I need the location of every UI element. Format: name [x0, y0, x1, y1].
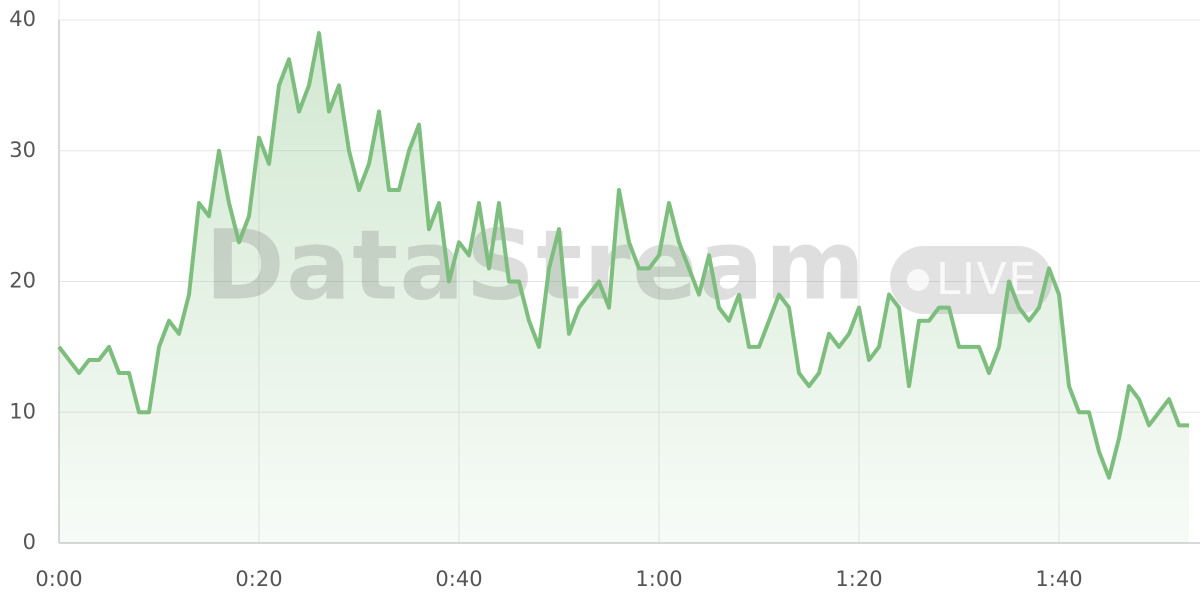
x-tick-label: 0:00	[35, 567, 82, 591]
y-tick-label: 40	[9, 7, 36, 31]
badge-dot	[907, 269, 929, 291]
x-tick-label: 0:20	[235, 567, 282, 591]
x-tick-label: 1:40	[1035, 567, 1082, 591]
y-tick-label: 10	[9, 399, 36, 423]
watermark-badge	[890, 246, 1052, 314]
watermark-text: DataStream	[205, 209, 865, 321]
line	[57, 31, 1189, 480]
x-tick-label: 0:40	[435, 567, 482, 591]
y-tick-label: 20	[9, 269, 36, 293]
x-tick-label: 1:00	[635, 567, 682, 591]
y-tick-label: 0	[23, 530, 36, 554]
x-tick-label: 1:20	[835, 567, 882, 591]
y-tick-label: 30	[9, 138, 36, 162]
watermark-badge-text: LIVE	[936, 254, 1036, 305]
area	[59, 33, 1189, 543]
